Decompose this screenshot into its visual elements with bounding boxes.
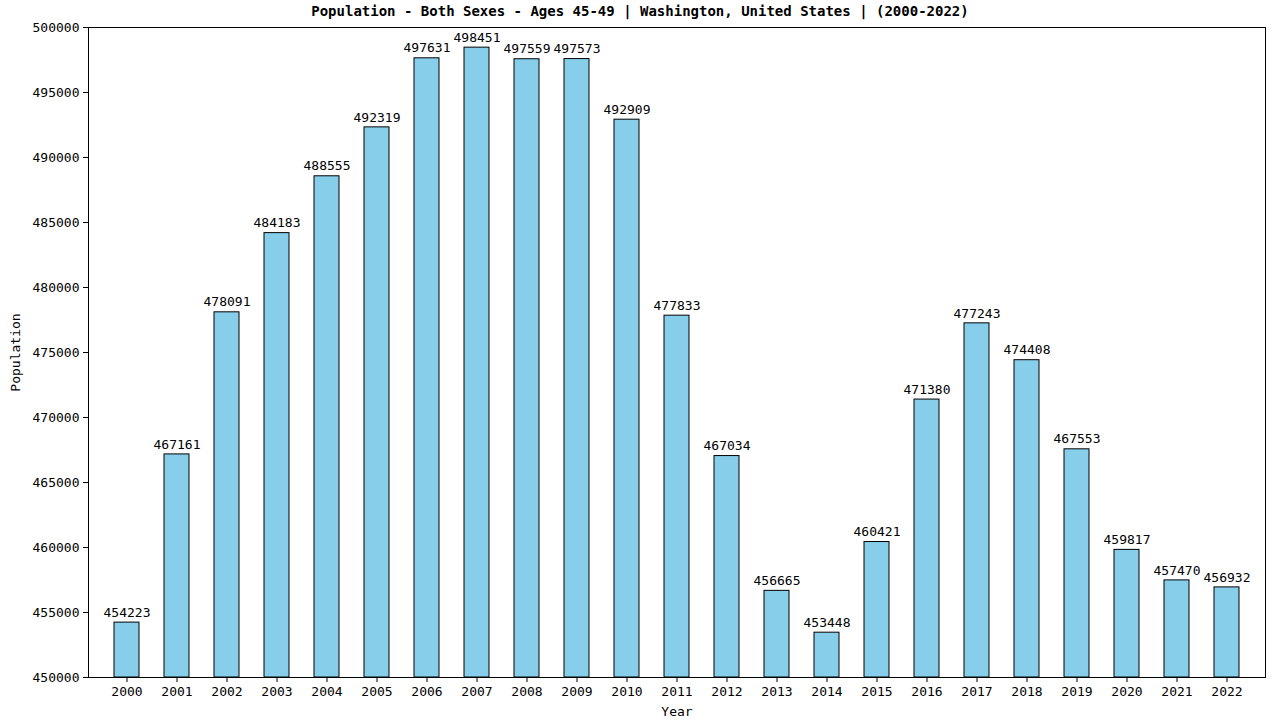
svg-text:477833: 477833 (654, 298, 701, 313)
svg-text:2018: 2018 (1011, 684, 1042, 699)
svg-text:497559: 497559 (504, 41, 551, 56)
svg-text:492909: 492909 (604, 102, 651, 117)
svg-text:2005: 2005 (361, 684, 392, 699)
svg-text:2010: 2010 (611, 684, 642, 699)
svg-text:2019: 2019 (1061, 684, 1092, 699)
svg-text:497573: 497573 (554, 41, 601, 56)
svg-text:475000: 475000 (33, 345, 80, 360)
svg-text:450000: 450000 (33, 670, 80, 685)
svg-text:2017: 2017 (961, 684, 992, 699)
svg-text:2001: 2001 (161, 684, 192, 699)
svg-text:467034: 467034 (704, 438, 751, 453)
svg-text:471380: 471380 (904, 382, 951, 397)
svg-text:498451: 498451 (454, 30, 501, 45)
svg-text:2016: 2016 (911, 684, 942, 699)
svg-text:485000: 485000 (33, 215, 80, 230)
svg-text:2002: 2002 (211, 684, 242, 699)
svg-text:488555: 488555 (304, 158, 351, 173)
svg-text:495000: 495000 (33, 85, 80, 100)
svg-text:454223: 454223 (104, 605, 151, 620)
svg-text:455000: 455000 (33, 605, 80, 620)
svg-text:2008: 2008 (511, 684, 542, 699)
svg-text:2015: 2015 (861, 684, 892, 699)
svg-text:2014: 2014 (811, 684, 842, 699)
svg-text:465000: 465000 (33, 475, 80, 490)
svg-text:480000: 480000 (33, 280, 80, 295)
svg-text:456665: 456665 (754, 573, 801, 588)
svg-text:484183: 484183 (254, 215, 301, 230)
svg-text:2012: 2012 (711, 684, 742, 699)
html-text:Population - Both Sexes - Ages: Population - Both Sexes - Ages 45-49 | W… (311, 3, 969, 19)
svg-text:478091: 478091 (204, 294, 251, 309)
svg-text:2000: 2000 (111, 684, 142, 699)
svg-text:2013: 2013 (761, 684, 792, 699)
svg-text:477243: 477243 (954, 306, 1001, 321)
svg-text:460000: 460000 (33, 540, 80, 555)
svg-text:500000: 500000 (33, 22, 80, 35)
svg-text:457470: 457470 (1154, 563, 1201, 578)
svg-text:497631: 497631 (404, 40, 451, 55)
svg-text:490000: 490000 (33, 150, 80, 165)
svg-text:467161: 467161 (154, 437, 201, 452)
svg-text:2004: 2004 (311, 684, 342, 699)
svg-text:492319: 492319 (354, 110, 401, 125)
svg-text:474408: 474408 (1004, 342, 1051, 357)
svg-text:2022: 2022 (1211, 684, 1242, 699)
svg-text:456932: 456932 (1204, 570, 1251, 585)
svg-text:2003: 2003 (261, 684, 292, 699)
svg-text:2007: 2007 (461, 684, 492, 699)
svg-text:453448: 453448 (804, 615, 851, 630)
svg-text:Year: Year (661, 704, 692, 719)
svg-text:2011: 2011 (661, 684, 692, 699)
svg-text:470000: 470000 (33, 410, 80, 425)
svg-text:459817: 459817 (1104, 532, 1151, 547)
svg-text:Population: Population (8, 313, 23, 391)
svg-text:2006: 2006 (411, 684, 442, 699)
svg-text:2009: 2009 (561, 684, 592, 699)
svg-text:460421: 460421 (854, 524, 901, 539)
svg-text:2021: 2021 (1161, 684, 1192, 699)
svg-text:2020: 2020 (1111, 684, 1142, 699)
svg-text:467553: 467553 (1054, 431, 1101, 446)
